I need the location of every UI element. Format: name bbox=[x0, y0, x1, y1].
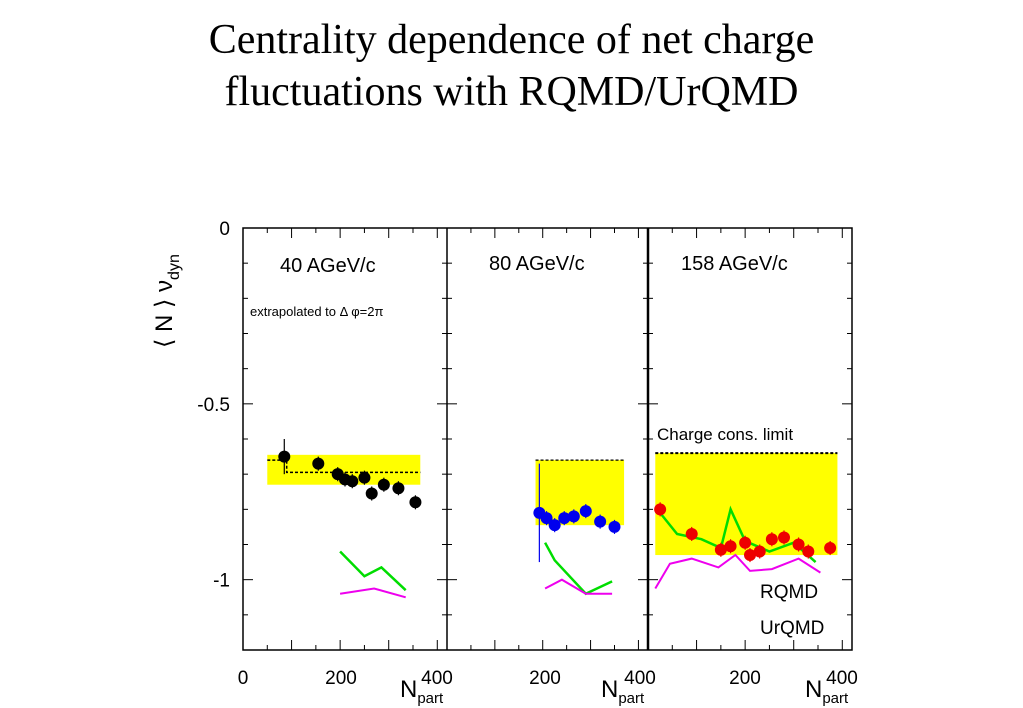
page-title: Centrality dependence of net charge fluc… bbox=[0, 14, 1023, 118]
title-line-1: Centrality dependence of net charge bbox=[208, 17, 815, 63]
data-point bbox=[594, 515, 607, 528]
rqmd-line bbox=[544, 542, 613, 596]
x-axis-label: Npart bbox=[601, 676, 645, 707]
panel-label: 80 AGeV/c bbox=[489, 253, 585, 275]
x-axis-label: Npart bbox=[400, 676, 444, 707]
data-point bbox=[792, 538, 805, 551]
data-point bbox=[802, 545, 815, 558]
data-point bbox=[765, 533, 778, 546]
x-axis-label: Npart bbox=[805, 676, 849, 707]
x-tick-label: 200 bbox=[529, 668, 561, 689]
x-tick-label: 0 bbox=[238, 668, 249, 689]
data-point bbox=[685, 527, 698, 540]
x-tick-label: 200 bbox=[729, 668, 761, 689]
x-tick-label: 400 bbox=[421, 668, 453, 689]
data-point bbox=[744, 549, 756, 562]
panel-2: 80 AGeV/c bbox=[489, 253, 625, 596]
urqmd-line bbox=[339, 587, 406, 599]
data-point bbox=[579, 505, 592, 518]
panel-label: 158 AGeV/c bbox=[681, 253, 788, 275]
data-point bbox=[358, 471, 371, 484]
urqmd-line bbox=[654, 553, 821, 590]
data-point bbox=[346, 475, 359, 488]
rqmd-line bbox=[659, 505, 817, 564]
data-point bbox=[608, 520, 621, 533]
data-point bbox=[739, 536, 752, 549]
data-point bbox=[548, 519, 561, 532]
title-line-2: fluctuations with RQMD/UrQMD bbox=[224, 69, 799, 115]
data-point bbox=[714, 543, 727, 556]
x-tick-label: 400 bbox=[826, 668, 858, 689]
data-point bbox=[824, 542, 837, 555]
data-point bbox=[778, 531, 790, 544]
x-tick-label: 200 bbox=[325, 668, 357, 689]
panel-1: 40 AGeV/c extrapolated to Δ φ=2π bbox=[250, 255, 422, 599]
data-point bbox=[392, 482, 405, 495]
data-point bbox=[540, 512, 553, 525]
panel-3: 158 AGeV/c Charge cons. limit bbox=[654, 253, 838, 590]
y-tick-label: -0.5 bbox=[197, 395, 230, 416]
data-point bbox=[365, 487, 378, 500]
panel-note: extrapolated to Δ φ=2π bbox=[250, 304, 383, 319]
legend-urqmd: UrQMD bbox=[760, 618, 824, 639]
data-point bbox=[409, 496, 422, 509]
data-point bbox=[312, 457, 325, 470]
urqmd-line bbox=[544, 578, 613, 595]
data-point bbox=[567, 510, 580, 523]
data-point bbox=[654, 503, 667, 516]
charge-limit-line bbox=[267, 459, 421, 474]
data-point bbox=[278, 450, 291, 463]
y-tick-label: -1 bbox=[213, 571, 230, 592]
rqmd-line bbox=[339, 550, 407, 592]
x-tick-label: 400 bbox=[624, 668, 656, 689]
panel-label: 40 AGeV/c bbox=[280, 255, 376, 277]
legend-rqmd: RQMD bbox=[760, 582, 818, 603]
data-point bbox=[377, 478, 390, 491]
charge-limit-label: Charge cons. limit bbox=[657, 425, 793, 444]
data-point bbox=[753, 545, 766, 558]
data-point bbox=[558, 512, 571, 525]
y-axis-label: ⟨ N ⟩ νdyn bbox=[151, 254, 183, 348]
data-point bbox=[724, 540, 737, 553]
y-tick-label: 0 bbox=[219, 219, 230, 240]
